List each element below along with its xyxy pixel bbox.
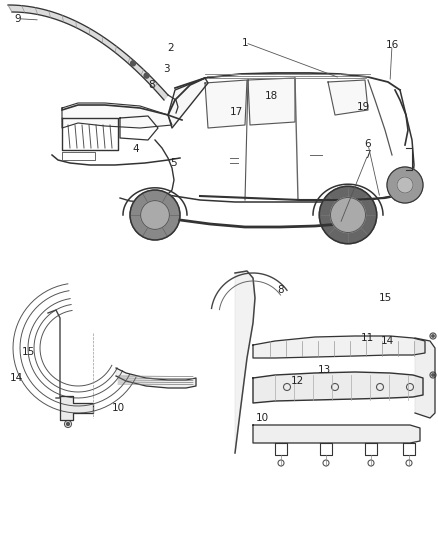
Text: 14: 14 (381, 336, 394, 346)
Polygon shape (62, 103, 172, 128)
Polygon shape (168, 78, 208, 128)
Polygon shape (328, 80, 368, 115)
Polygon shape (60, 396, 93, 420)
Text: 4: 4 (132, 144, 139, 154)
Polygon shape (415, 338, 435, 418)
Circle shape (387, 167, 423, 203)
Circle shape (331, 198, 365, 232)
Polygon shape (253, 372, 423, 403)
Text: 16: 16 (385, 41, 399, 50)
Text: 14: 14 (10, 374, 23, 383)
Polygon shape (205, 80, 247, 128)
Text: 3: 3 (163, 64, 170, 74)
Text: 15: 15 (379, 294, 392, 303)
Polygon shape (253, 336, 425, 358)
Circle shape (130, 190, 180, 240)
Text: 19: 19 (357, 102, 370, 111)
Text: 8: 8 (277, 286, 284, 295)
Polygon shape (248, 78, 295, 125)
Text: 17: 17 (230, 107, 243, 117)
Text: 11: 11 (361, 334, 374, 343)
Text: 13: 13 (318, 366, 331, 375)
Circle shape (319, 187, 377, 244)
Circle shape (144, 73, 149, 78)
Text: 1: 1 (242, 38, 249, 47)
Text: 15: 15 (22, 347, 35, 357)
Text: 2: 2 (167, 43, 174, 53)
Text: 12: 12 (291, 376, 304, 386)
Polygon shape (253, 425, 420, 443)
Circle shape (67, 423, 70, 425)
Text: 10: 10 (256, 414, 269, 423)
Text: 7: 7 (364, 150, 371, 159)
Circle shape (131, 61, 135, 66)
Circle shape (141, 200, 170, 229)
Text: 18: 18 (265, 91, 278, 101)
Circle shape (397, 177, 413, 193)
Polygon shape (116, 368, 196, 388)
Text: 9: 9 (14, 14, 21, 23)
Polygon shape (8, 5, 168, 100)
Text: 5: 5 (170, 158, 177, 167)
Circle shape (432, 374, 434, 376)
Text: 10: 10 (112, 403, 125, 413)
Circle shape (432, 335, 434, 337)
Text: 8: 8 (148, 80, 155, 90)
Text: 6: 6 (364, 139, 371, 149)
Polygon shape (235, 271, 255, 453)
